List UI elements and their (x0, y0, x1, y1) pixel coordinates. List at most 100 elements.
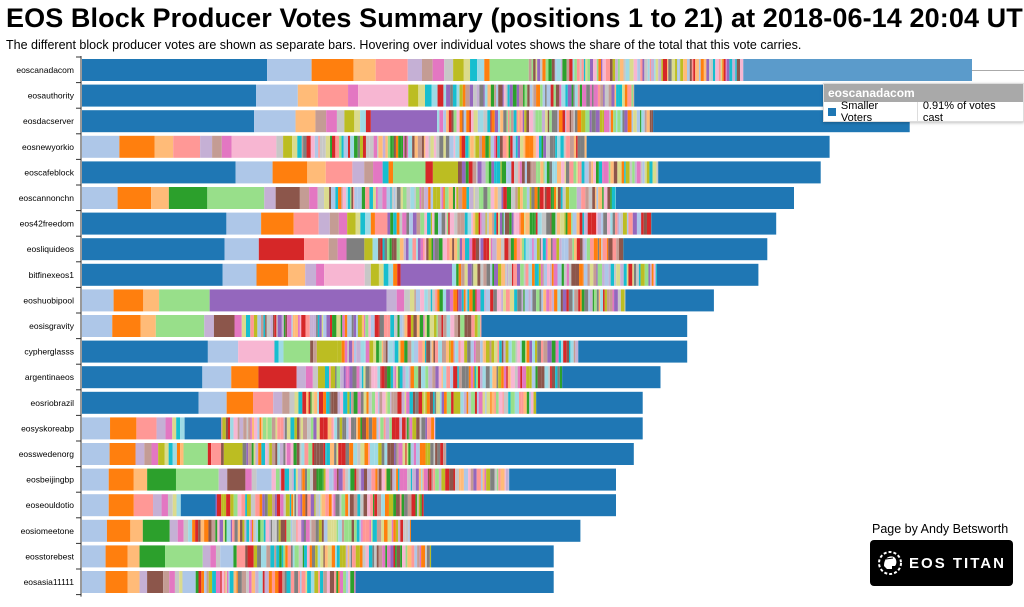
vote-segment[interactable] (485, 161, 489, 184)
vote-segment[interactable] (585, 187, 589, 209)
vote-segment[interactable] (404, 135, 407, 158)
vote-segment[interactable] (300, 468, 303, 491)
vote-segment[interactable] (429, 391, 433, 414)
vote-segment[interactable] (576, 187, 582, 209)
vote-segment[interactable] (167, 494, 173, 517)
vote-segment[interactable] (541, 289, 544, 312)
vote-segment[interactable] (300, 494, 303, 517)
vote-segment[interactable] (390, 366, 393, 389)
vote-segment[interactable] (424, 340, 427, 363)
vote-segment[interactable] (224, 519, 227, 542)
vote-segment[interactable] (313, 315, 317, 337)
vote-segment[interactable] (474, 391, 477, 414)
vote-segment[interactable] (476, 84, 480, 107)
vote-segment[interactable] (221, 443, 224, 465)
vote-segment[interactable] (520, 187, 523, 209)
vote-segment[interactable] (371, 391, 376, 414)
vote-segment[interactable] (425, 391, 427, 414)
vote-segment[interactable] (642, 59, 645, 81)
vote-segment[interactable] (414, 187, 416, 209)
vote-segment[interactable] (553, 84, 556, 107)
smaller-voters-segment[interactable] (658, 161, 821, 184)
vote-segment[interactable] (404, 494, 408, 517)
vote-segment[interactable] (407, 468, 411, 491)
vote-segment[interactable] (586, 84, 590, 107)
vote-segment[interactable] (559, 84, 562, 107)
smaller-voters-segment[interactable] (586, 135, 830, 158)
vote-segment[interactable] (532, 161, 536, 184)
vote-segment[interactable] (253, 391, 274, 414)
vote-segment[interactable] (450, 315, 455, 337)
vote-segment[interactable] (427, 468, 430, 491)
vote-segment[interactable] (117, 187, 152, 209)
vote-segment[interactable] (687, 59, 690, 81)
vote-segment[interactable] (475, 366, 478, 389)
vote-segment[interactable] (364, 340, 366, 363)
vote-segment[interactable] (354, 571, 356, 593)
vote-segment[interactable] (499, 289, 502, 312)
vote-segment[interactable] (421, 468, 423, 491)
vote-segment[interactable] (412, 391, 416, 414)
vote-segment[interactable] (526, 391, 530, 414)
vote-segment[interactable] (540, 340, 544, 363)
vote-segment[interactable] (391, 187, 394, 209)
vote-segment[interactable] (82, 494, 109, 517)
vote-segment[interactable] (519, 110, 522, 133)
vote-segment[interactable] (381, 443, 385, 465)
vote-segment[interactable] (347, 315, 352, 337)
vote-segment[interactable] (351, 417, 355, 440)
vote-segment[interactable] (458, 289, 462, 312)
vote-segment[interactable] (596, 212, 598, 235)
vote-segment[interactable] (274, 340, 279, 363)
vote-segment[interactable] (324, 366, 330, 389)
vote-segment[interactable] (591, 212, 594, 235)
vote-segment[interactable] (587, 59, 590, 81)
vote-segment[interactable] (492, 366, 497, 389)
vote-segment[interactable] (431, 238, 434, 261)
vote-segment[interactable] (464, 340, 468, 363)
vote-segment[interactable] (373, 340, 377, 363)
vote-segment[interactable] (331, 417, 333, 440)
vote-segment[interactable] (336, 519, 339, 542)
vote-segment[interactable] (163, 571, 170, 593)
vote-segment[interactable] (305, 315, 310, 337)
vote-segment[interactable] (416, 417, 420, 440)
vote-segment[interactable] (275, 468, 280, 491)
vote-segment[interactable] (323, 571, 327, 593)
vote-segment[interactable] (527, 84, 530, 107)
vote-segment[interactable] (477, 110, 480, 133)
vote-segment[interactable] (353, 340, 357, 363)
vote-segment[interactable] (564, 110, 567, 133)
vote-segment[interactable] (487, 110, 491, 133)
vote-segment[interactable] (483, 110, 488, 133)
vote-segment[interactable] (318, 366, 325, 389)
vote-segment[interactable] (378, 417, 381, 440)
vote-segment[interactable] (543, 135, 547, 158)
vote-segment[interactable] (314, 443, 317, 465)
vote-segment[interactable] (496, 289, 500, 312)
vote-segment[interactable] (517, 187, 521, 209)
vote-segment[interactable] (646, 161, 650, 184)
vote-segment[interactable] (278, 571, 283, 593)
vote-segment[interactable] (550, 212, 552, 235)
vote-segment[interactable] (242, 443, 247, 465)
vote-segment[interactable] (425, 135, 429, 158)
vote-segment[interactable] (632, 263, 634, 286)
vote-segment[interactable] (528, 59, 532, 81)
vote-segment[interactable] (439, 135, 444, 158)
vote-segment[interactable] (606, 238, 609, 261)
vote-segment[interactable] (435, 289, 438, 312)
vote-segment[interactable] (387, 340, 389, 363)
vote-segment[interactable] (525, 238, 530, 261)
vote-segment[interactable] (601, 59, 603, 81)
vote-segment[interactable] (253, 443, 256, 465)
vote-segment[interactable] (297, 468, 301, 491)
vote-segment[interactable] (443, 110, 447, 133)
vote-segment[interactable] (508, 340, 512, 363)
vote-segment[interactable] (403, 468, 408, 491)
vote-segment[interactable] (658, 59, 662, 81)
vote-segment[interactable] (561, 238, 565, 261)
vote-segment[interactable] (468, 161, 473, 184)
vote-segment[interactable] (488, 135, 491, 158)
vote-segment[interactable] (524, 289, 529, 312)
